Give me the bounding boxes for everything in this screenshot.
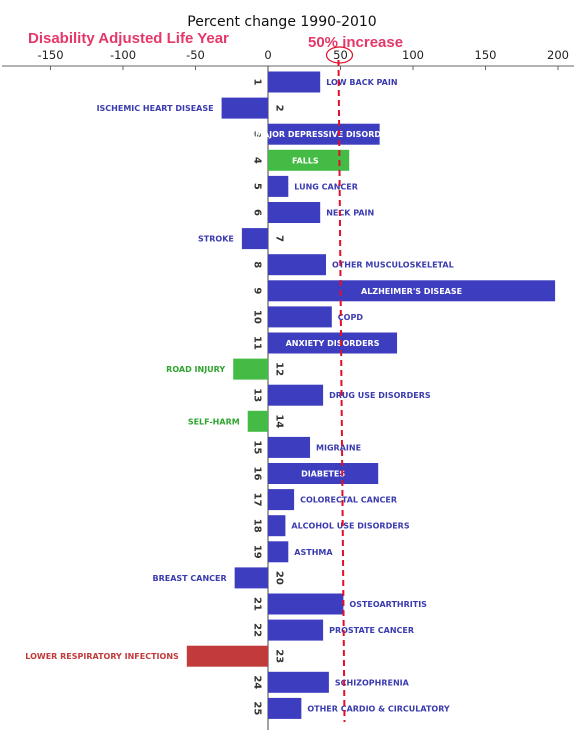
bar xyxy=(268,254,326,276)
category-label: FALLS xyxy=(292,156,319,165)
bar xyxy=(233,358,268,380)
rank-label: 8 xyxy=(252,261,263,268)
category-label: LOW BACK PAIN xyxy=(326,78,397,87)
bar xyxy=(268,671,329,693)
category-label: ALZHEIMER'S DISEASE xyxy=(361,287,462,296)
rank-label: 9 xyxy=(252,287,263,294)
category-label: ISCHEMIC HEART DISEASE xyxy=(97,104,214,113)
rank-label: 7 xyxy=(274,235,285,242)
rank-label: 1 xyxy=(252,79,263,86)
chart-subtitle: Disability Adjusted Life Year xyxy=(28,30,229,47)
rank-label: 10 xyxy=(252,310,263,324)
rank-label: 25 xyxy=(252,701,263,715)
category-label: MAJOR DEPRESSIVE DISORDER xyxy=(255,130,393,139)
reference-overlay xyxy=(325,46,354,723)
bar xyxy=(247,410,268,432)
rank-label: 3 xyxy=(252,131,263,138)
category-label: BREAST CANCER xyxy=(152,574,226,583)
category-label: LUNG CANCER xyxy=(294,182,358,191)
category-label: DIABETES xyxy=(301,470,345,479)
category-label: NECK PAIN xyxy=(326,209,374,218)
bar xyxy=(268,175,289,197)
x-tick-label: -100 xyxy=(110,48,136,62)
bar xyxy=(268,123,380,145)
bars-group: 1 LOW BACK PAIN 2 ISCHEMIC HEART DISEASE 3MA… xyxy=(25,71,556,719)
category-label: DRUG USE DISORDERS xyxy=(329,391,431,400)
x-tick-label: -150 xyxy=(37,48,63,62)
rank-label: 22 xyxy=(252,623,263,637)
rank-label: 19 xyxy=(252,545,263,559)
rank-label: 11 xyxy=(252,336,263,350)
bar xyxy=(268,306,332,328)
rank-label: 4 xyxy=(252,157,263,164)
category-label: MIGRAINE xyxy=(316,443,361,452)
x-tick-label: 150 xyxy=(475,48,497,62)
bar xyxy=(268,202,321,223)
bar xyxy=(221,97,268,119)
chart-title: Percent change 1990-2010 xyxy=(187,14,376,30)
rank-label: 12 xyxy=(274,362,285,376)
bar xyxy=(268,515,286,537)
bar xyxy=(268,384,324,406)
x-tick-label: -50 xyxy=(186,48,205,62)
bar xyxy=(268,149,350,171)
reference-line xyxy=(337,59,346,723)
category-label: SCHIZOPHRENIA xyxy=(335,678,410,687)
reference-tick-highlight xyxy=(325,46,354,64)
rank-label: 15 xyxy=(252,440,263,454)
category-label: ANXIETY DISORDERS xyxy=(286,339,380,348)
x-tick-label: 200 xyxy=(547,48,569,62)
rank-label: 20 xyxy=(274,571,285,585)
bar xyxy=(268,541,289,563)
bar xyxy=(268,436,311,458)
bar xyxy=(234,567,268,589)
category-label: OTHER CARDIO & CIRCULATORY xyxy=(307,704,450,713)
rank-label: 2 xyxy=(274,105,285,112)
category-label: ROAD INJURY xyxy=(166,365,225,374)
category-label: ALCOHOL USE DISORDERS xyxy=(291,522,409,531)
bar xyxy=(186,645,268,667)
category-label: OSTEOARTHRITIS xyxy=(349,600,427,609)
rank-label: 5 xyxy=(252,183,263,190)
rank-label: 16 xyxy=(252,467,263,481)
x-tick-label: 0 xyxy=(264,48,271,62)
category-label: OTHER MUSCULOSKELETAL xyxy=(332,261,454,270)
category-label: STROKE xyxy=(198,235,234,244)
rank-label: 17 xyxy=(252,493,263,507)
bar xyxy=(268,71,321,93)
bar xyxy=(268,332,398,354)
bar xyxy=(268,489,295,511)
category-label: LOWER RESPIRATORY INFECTIONS xyxy=(25,652,179,661)
rank-label: 13 xyxy=(252,388,263,402)
bar xyxy=(268,593,344,615)
category-label: SELF-HARM xyxy=(188,417,240,426)
rank-label: 14 xyxy=(274,414,285,428)
x-tick-label: 100 xyxy=(402,48,424,62)
category-label: COPD xyxy=(338,313,364,322)
rank-label: 6 xyxy=(252,209,263,216)
rank-label: 24 xyxy=(252,675,263,689)
bar xyxy=(241,228,268,250)
rank-label: 18 xyxy=(252,519,263,533)
rank-label: 23 xyxy=(274,649,285,663)
reference-annotation: 50% increase xyxy=(308,34,403,51)
rank-label: 21 xyxy=(252,597,263,611)
category-label: ASTHMA xyxy=(294,548,333,557)
bar xyxy=(268,463,379,484)
bar xyxy=(268,619,324,641)
bar xyxy=(268,697,302,719)
category-label: PROSTATE CANCER xyxy=(329,626,414,635)
category-label: COLORECTAL CANCER xyxy=(300,496,397,505)
x-tick-label: 50 xyxy=(333,48,348,62)
